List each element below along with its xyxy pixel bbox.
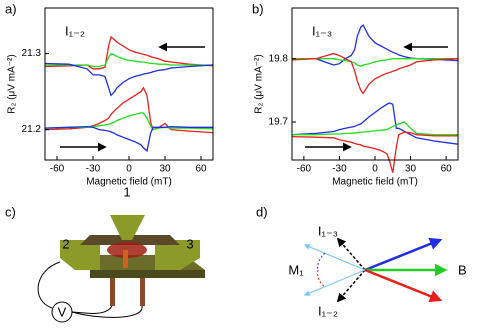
y-tick-label: 21.2 (22, 124, 42, 135)
terminal-label: 2 (62, 236, 69, 251)
data-line (44, 125, 213, 153)
x-tick-label: 30 (159, 164, 171, 175)
annotation: I₁₋₃ (312, 23, 332, 38)
x-tick-label: -60 (297, 164, 312, 175)
data-line (291, 52, 459, 95)
data-line (291, 131, 458, 173)
vector-label: I₁₋₂ (318, 303, 338, 318)
panel-label: c) (5, 204, 16, 219)
x-axis-label: Magnetic field (mT) (332, 177, 418, 188)
data-line (44, 35, 214, 70)
vector-label: I₁₋₃ (318, 223, 338, 238)
panel-label: d) (256, 204, 268, 219)
y-tick-label: 21.3 (22, 48, 42, 59)
vector-label: B (458, 262, 467, 277)
x-tick-label: -30 (86, 164, 101, 175)
data-line (44, 62, 214, 97)
panel-label: a) (5, 1, 17, 16)
y-tick-label: 19.8 (269, 53, 289, 64)
terminal-label: 3 (186, 236, 193, 251)
meter-label: V (58, 304, 67, 319)
x-tick-label: 0 (126, 164, 132, 175)
annotation: I₁₋₂ (65, 23, 85, 38)
x-tick-label: 60 (195, 164, 207, 175)
vector-label: M₁ (288, 262, 304, 277)
data-line (44, 86, 214, 134)
terminal-label: 1 (123, 184, 130, 199)
vector-diagram (303, 237, 448, 303)
x-tick-label: -60 (50, 164, 65, 175)
y-axis-label: R₂ (μV mA⁻²) (254, 54, 265, 113)
x-axis-label: Magnetic field (mT) (86, 177, 172, 188)
x-tick-label: 0 (372, 164, 378, 175)
x-tick-label: 30 (405, 164, 417, 175)
data-line (292, 58, 458, 68)
x-tick-label: -30 (332, 164, 347, 175)
data-line (291, 102, 459, 145)
y-axis-label: R₂ (μV mA⁻²) (7, 54, 18, 113)
data-line (292, 121, 458, 136)
panel-label: b) (252, 1, 264, 16)
data-line (45, 52, 213, 68)
x-tick-label: 60 (441, 164, 453, 175)
y-tick-label: 19.7 (269, 117, 289, 128)
device (37, 215, 205, 323)
